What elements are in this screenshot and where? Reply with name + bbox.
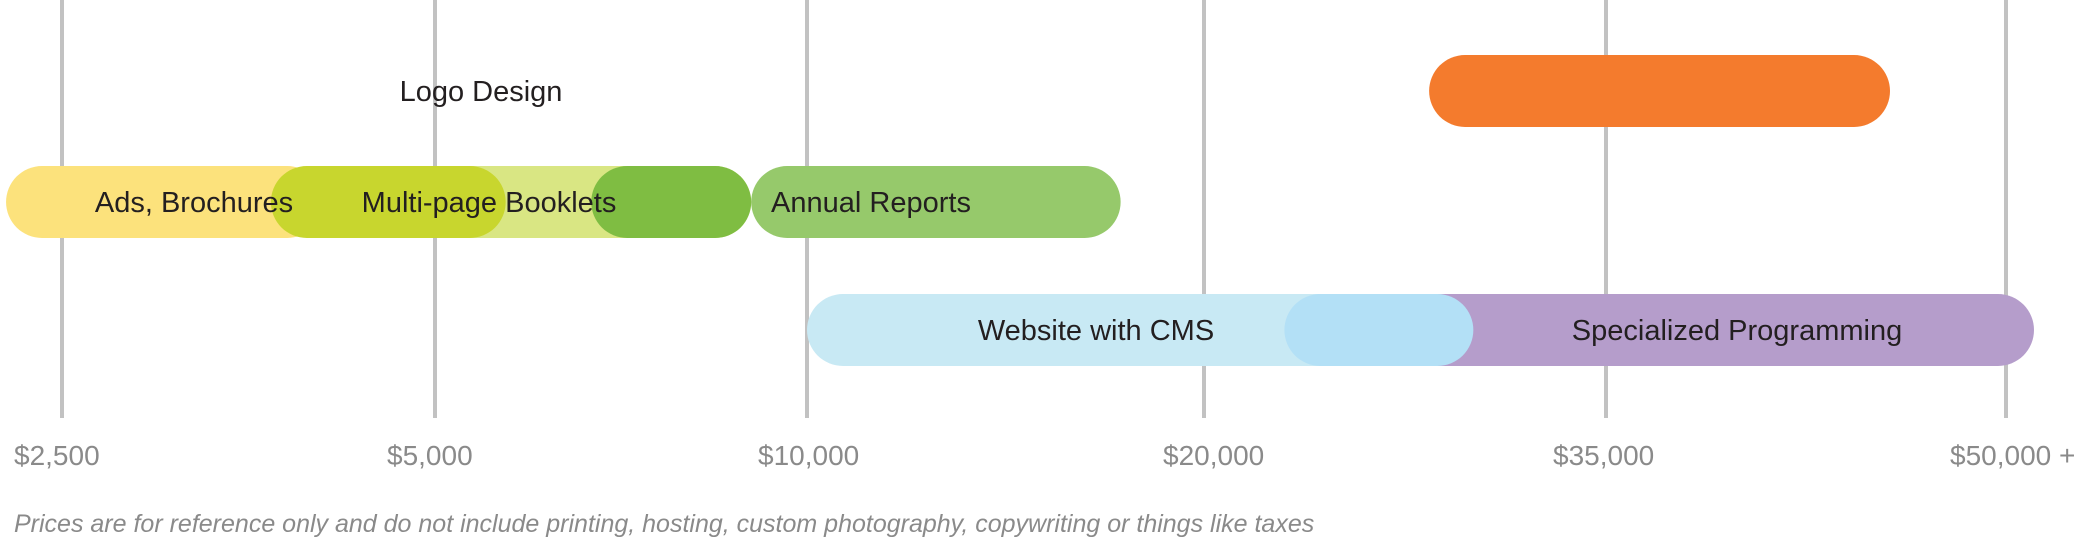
overlap-segment bbox=[591, 166, 752, 238]
axis-tick-labels: $2,500 $5,000 $10,000 $20,000 $35,000 $50,000… bbox=[14, 440, 2075, 471]
tick-label: $20,000 bbox=[1163, 440, 1264, 471]
bar-logo-design bbox=[1429, 55, 1890, 127]
footnote: Prices are for reference only and do not… bbox=[14, 510, 1315, 538]
bar-label-logo-design: Logo Design bbox=[400, 76, 563, 108]
bar-label-multi-page-booklets: Multi-page Booklets bbox=[362, 187, 617, 219]
tick-label: $10,000 bbox=[758, 440, 859, 471]
tick-label: $50,000 + bbox=[1950, 440, 2075, 471]
overlap-segment bbox=[270, 166, 506, 238]
bar-ads-brochures bbox=[6, 166, 324, 238]
bar-label-ads-brochures: Ads, Brochures bbox=[95, 187, 293, 219]
bar-label-annual-reports: Annual Reports bbox=[771, 187, 971, 219]
tick-label: $2,500 bbox=[14, 440, 100, 471]
bar-label-specialized-programming: Specialized Programming bbox=[1572, 315, 1902, 347]
overlap-segments bbox=[270, 166, 1474, 366]
bar-label-website-with-cms: Website with CMS bbox=[978, 315, 1214, 347]
bar-annual-reports bbox=[751, 166, 1121, 238]
bar-specialized-programming bbox=[1340, 294, 2034, 366]
overlap-segment bbox=[1284, 294, 1474, 366]
tick-label: $5,000 bbox=[387, 440, 473, 471]
tick-label: $35,000 bbox=[1553, 440, 1654, 471]
price-range-chart: Logo Design Ads, Brochures Multi-page Book… bbox=[6, 0, 2075, 471]
bar-labels: Logo Design Ads, Brochures Multi-page Book… bbox=[95, 76, 1902, 347]
